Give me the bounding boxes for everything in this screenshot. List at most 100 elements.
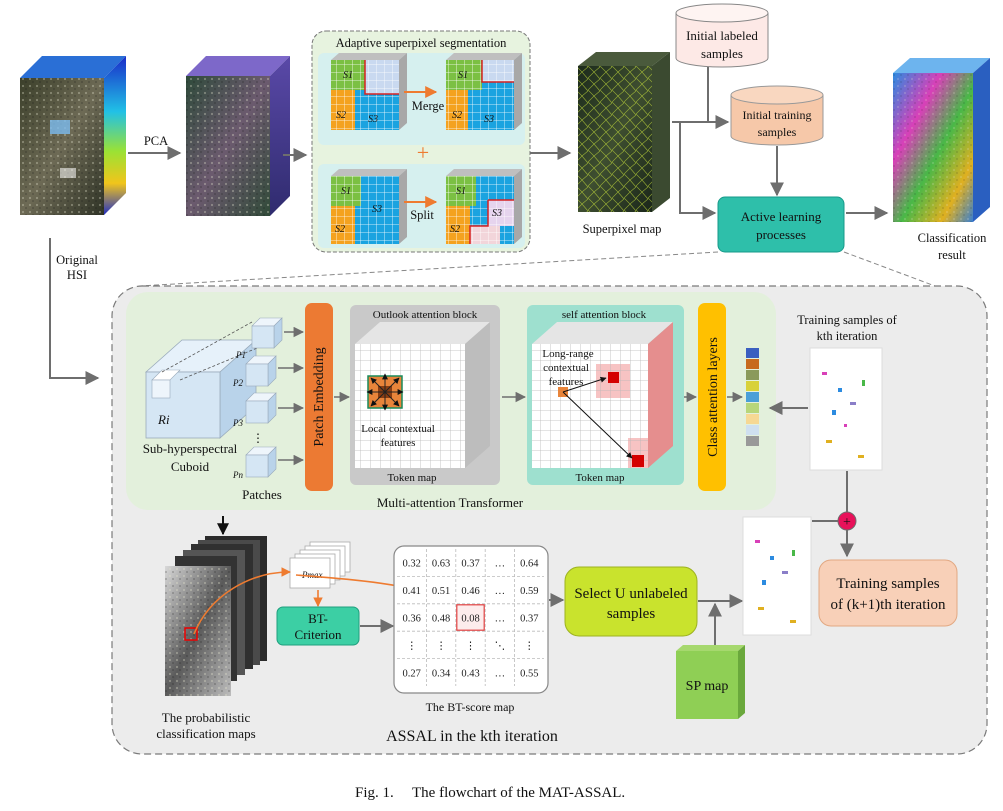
original-hsi-cube (20, 56, 126, 215)
seg-label-s2-after: S2 (452, 110, 462, 121)
plus-circle-symbol: + (843, 515, 851, 530)
self-attention-note-2: contextual (543, 362, 589, 374)
bt-score-cell: … (495, 559, 506, 570)
cuboid-ri-label: Ri (157, 412, 170, 427)
initial-training-cylinder (730, 85, 824, 146)
self-attention-grid (532, 322, 673, 468)
bt-score-cell: ⋮ (406, 641, 417, 652)
training-kth-label: Training samples of (797, 313, 897, 327)
orange-curve-to-pmax (193, 567, 291, 635)
connector-labeled-to-training (707, 67, 730, 129)
classification-result-cube (893, 58, 990, 222)
bt-score-cell: ⋮ (465, 641, 476, 652)
merge-before-grid (331, 53, 407, 130)
pmax-label: Pmax (301, 570, 323, 580)
bt-score-cell: ⋮ (524, 641, 535, 652)
select-unlabeled-box (564, 566, 698, 637)
self-token-label: Token map (575, 472, 625, 484)
bt-score-cell: 0.63 (432, 559, 450, 570)
zoom-line-right (843, 251, 936, 287)
patch-p3 (245, 392, 277, 424)
self-attention-note: Long-range (542, 348, 593, 360)
initial-training-label-2: samples (758, 125, 797, 139)
class-vector-cell (746, 359, 759, 369)
seg-label-s2-split-after: S2 (450, 224, 460, 235)
connector-to-active-learning (679, 122, 717, 220)
bt-score-cell: ⋱ (495, 641, 506, 652)
bt-score-cell: 0.51 (432, 586, 450, 597)
initial-labeled-cylinder (675, 3, 769, 68)
class-attention-block (698, 303, 726, 491)
class-attention-label: Class attention layers (706, 337, 721, 457)
patch-p2 (245, 355, 277, 387)
training-kth-map (809, 347, 883, 471)
patch-label-p3: P3 (232, 418, 243, 428)
self-attention-title: self attention block (562, 309, 647, 321)
plus-sign: + (417, 140, 429, 165)
projection-line-1 (161, 321, 253, 373)
training-next-label-2: of (k+1)th iteration (830, 597, 946, 613)
bt-score-caption: The BT-score map (426, 700, 515, 714)
patch-embedding-block (305, 303, 333, 491)
active-learning-label: Active learning (741, 209, 822, 224)
seg-label-s1-after: S1 (458, 70, 468, 81)
pca-cube (186, 56, 290, 216)
figure-caption: The flowchart of the MAT-ASSAL. (412, 785, 625, 801)
patch-label-p2: P2 (232, 378, 243, 388)
seg-label-s3-split-after: S3 (492, 208, 502, 219)
bt-score-cell: … (495, 614, 506, 625)
bt-score-cell: 0.34 (432, 668, 451, 679)
zoom-line-left (139, 251, 719, 287)
patch-embedding-label: Patch Embedding (312, 347, 327, 446)
seg-label-s1-split-after: S1 (456, 186, 466, 197)
seg-label-s2-merge: S2 (336, 110, 346, 121)
superpixel-map-label: Superpixel map (583, 222, 662, 236)
superpixel-map-cube (578, 52, 670, 212)
initial-labeled-label: Initial labeled (686, 28, 758, 43)
probabilistic-maps-stack (165, 536, 267, 696)
bt-score-cell: 0.36 (403, 614, 421, 625)
bt-score-cell: 0.27 (403, 668, 421, 679)
bt-score-cell: 0.48 (432, 614, 450, 625)
seg-label-s3-split: S3 (372, 204, 382, 215)
bt-score-cell: 0.43 (461, 668, 479, 679)
bt-criterion-box (276, 606, 360, 646)
training-next-label: Training samples (836, 576, 939, 592)
select-unlabeled-label-2: samples (607, 606, 655, 622)
seg-label-s1-split: S1 (341, 186, 351, 197)
class-vector-cell (746, 381, 759, 391)
class-vector-cell (746, 370, 759, 380)
active-learning-box (717, 196, 845, 253)
bt-score-grid: 0.32 0.63 0.37 … 0.64 0.41 0.51 0.46 … 0.59 0.36 0.… (397, 549, 544, 686)
outlook-note-2: features (381, 437, 416, 449)
bt-score-cell: 0.32 (403, 559, 421, 570)
bt-selected-cell (456, 604, 485, 631)
outlook-title: Outlook attention block (373, 309, 478, 321)
pca-label: PCA (144, 134, 168, 148)
merge-after-grid (446, 53, 522, 130)
sp-map-cube (676, 645, 745, 719)
class-vector-cell (746, 348, 759, 358)
original-hsi-label: Original (56, 253, 98, 267)
class-vector-cell (746, 414, 759, 424)
bt-criterion-label-2: Criterion (295, 627, 342, 642)
prob-maps-caption: The probabilistic (162, 710, 251, 725)
seg-label-s3-after: S3 (484, 114, 494, 125)
outlook-note: Local contextual (361, 423, 435, 435)
seg-label-s3-merge: S3 (368, 114, 378, 125)
figure-number: Fig. 1. (355, 785, 394, 801)
class-vector-cell (746, 436, 759, 446)
bt-score-cell: 0.55 (520, 668, 538, 679)
outlook-token-label: Token map (387, 472, 437, 484)
patch-dots: ⋮ (252, 431, 264, 445)
output-class-vector (746, 348, 759, 446)
patch-label-pn: Pn (232, 470, 243, 480)
pmax-stack (289, 541, 351, 589)
active-learning-label-2: processes (756, 227, 806, 242)
training-next-box (818, 559, 958, 627)
split-label: Split (410, 208, 434, 222)
bt-score-cell: … (495, 668, 506, 679)
bt-score-cell: 0.64 (520, 559, 539, 570)
